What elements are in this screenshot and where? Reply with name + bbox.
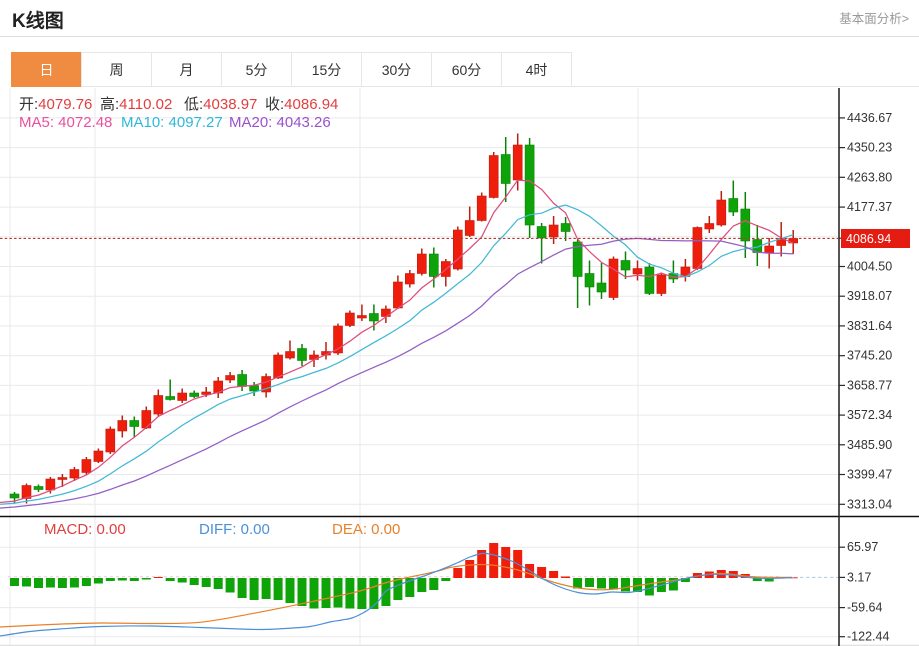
svg-text:65.97: 65.97 [847,540,878,554]
svg-text:高:4110.02: 高:4110.02 [100,96,172,113]
svg-text:DEA: 0.00: DEA: 0.00 [332,521,400,538]
svg-text:MACD: 0.00: MACD: 0.00 [44,521,126,538]
svg-text:3918.07: 3918.07 [847,289,892,303]
svg-text:低:4038.97: 低:4038.97 [184,96,257,113]
svg-text:-122.44: -122.44 [847,630,889,644]
svg-text:3.17: 3.17 [847,570,871,584]
svg-text:4263.80: 4263.80 [847,170,892,184]
svg-text:4177.37: 4177.37 [847,200,892,214]
svg-text:MA5: 4072.48: MA5: 4072.48 [19,114,112,131]
svg-text:3831.64: 3831.64 [847,319,892,333]
svg-text:3399.47: 3399.47 [847,468,892,482]
svg-text:MA10: 4097.27: MA10: 4097.27 [121,114,223,131]
svg-text:DIFF: 0.00: DIFF: 0.00 [199,521,270,538]
svg-text:4004.50: 4004.50 [847,260,892,274]
svg-text:3572.34: 3572.34 [847,408,892,422]
svg-text:3658.77: 3658.77 [847,378,892,392]
svg-text:3313.04: 3313.04 [847,497,892,511]
svg-text:开:4079.76: 开:4079.76 [19,96,92,113]
svg-text:4436.67: 4436.67 [847,111,892,125]
svg-text:3745.20: 3745.20 [847,349,892,363]
svg-text:3485.90: 3485.90 [847,438,892,452]
svg-text:MA20: 4043.26: MA20: 4043.26 [229,114,331,131]
svg-text:4086.94: 4086.94 [846,232,891,246]
svg-text:收:4086.94: 收:4086.94 [265,96,338,113]
svg-text:-59.64: -59.64 [847,601,882,615]
svg-text:4350.23: 4350.23 [847,141,892,155]
